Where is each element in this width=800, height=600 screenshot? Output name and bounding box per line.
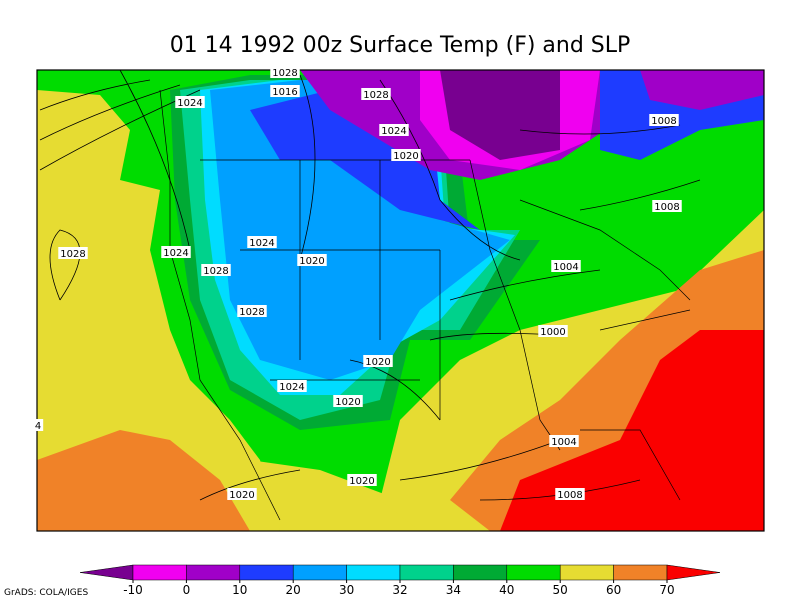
- map-frame: [36, 69, 765, 532]
- isobar-label: 1020: [229, 490, 254, 501]
- isobar-label: 1000: [540, 327, 565, 338]
- colorbar-tick-label: 30: [339, 583, 354, 597]
- isobar-label-box: [32, 419, 44, 431]
- isobar-label: 1024: [249, 238, 274, 249]
- field-dark-purple: [440, 70, 560, 160]
- isobar-label: 1028: [239, 307, 264, 318]
- isobar-label: 1028: [363, 90, 388, 101]
- isobar-label: 1016: [272, 87, 297, 98]
- isobar-label: 1024: [177, 98, 202, 109]
- isobar-label: 1024: [381, 126, 406, 137]
- isobar-label-box: [237, 305, 267, 317]
- isobar-label-box: [175, 96, 205, 108]
- colorbar-segment: [292, 564, 347, 581]
- isobar-label: 1028: [272, 68, 297, 79]
- colorbar-segment: [132, 564, 187, 581]
- isobar-label-box: [361, 88, 391, 100]
- isobar-label: 1020: [349, 476, 374, 487]
- isobar-label: 1020: [335, 397, 360, 408]
- field-purple-northeast: [640, 70, 764, 110]
- isobar-label-box: [277, 380, 307, 392]
- isobar-label-box: [551, 260, 581, 272]
- isobar-label-box: [549, 435, 579, 447]
- colorbar-tick-label: 40: [499, 583, 514, 597]
- colorbar-segment: [346, 564, 401, 581]
- colorbar-segment: [559, 564, 614, 581]
- colorbar-arrow-left: [79, 564, 134, 581]
- field-orange-southwest: [37, 430, 250, 531]
- colorbar-tick-label: 10: [232, 583, 247, 597]
- isobar-label-box: [333, 395, 363, 407]
- isobar-label-box: [347, 474, 377, 486]
- isobar-label-box: [247, 236, 277, 248]
- isobar-label-box: [363, 355, 393, 367]
- colorbar-tick-label: 50: [553, 583, 568, 597]
- isobar-label: 1008: [651, 116, 676, 127]
- colorbar-segment: [613, 564, 668, 581]
- isobar-label-box: [652, 200, 682, 212]
- isobar-label-box: [201, 264, 231, 276]
- title: 01 14 1992 00z Surface Temp (F) and SLP: [170, 33, 631, 58]
- isobar-label: 1008: [654, 202, 679, 213]
- isobar-label: 1024: [163, 248, 188, 259]
- isobar-label: 1004: [551, 437, 576, 448]
- colorbar-segment: [239, 564, 294, 581]
- isobar-label: 1020: [299, 256, 324, 267]
- isobar-label: 1008: [557, 490, 582, 501]
- isobar-label-box: [555, 488, 585, 500]
- colorbar-segment: [399, 564, 454, 581]
- temperature-field: [37, 70, 764, 531]
- colorbar-arrow-right: [666, 564, 721, 581]
- isobar-label: 1020: [365, 357, 390, 368]
- colorbar-tick-label: -10: [123, 583, 143, 597]
- isobar-label: 4: [35, 421, 41, 432]
- isobar-label-box: [649, 114, 679, 126]
- colorbar-tick-label: 20: [286, 583, 301, 597]
- isobar-label: 1024: [279, 382, 304, 393]
- isobar-label-box: [227, 488, 257, 500]
- colorbar-segment: [453, 564, 508, 581]
- isobar-label: 1028: [203, 266, 228, 277]
- colorbar-tick-label: 0: [183, 583, 191, 597]
- colorbar-tick-label: 60: [606, 583, 621, 597]
- field-red-southeast: [500, 330, 764, 531]
- colorbar-tick-label: 32: [392, 583, 407, 597]
- colorbar-segment: [186, 564, 241, 581]
- isobar-label: 1028: [60, 249, 85, 260]
- isobar-label-box: [270, 66, 300, 78]
- isobar-label-box: [391, 149, 421, 161]
- isobar-label: 1004: [553, 262, 578, 273]
- isobar-label-box: [58, 247, 88, 259]
- isobar-label-box: [297, 254, 327, 266]
- isobar-label-box: [538, 325, 568, 337]
- field-yellow-west: [37, 90, 280, 531]
- field-yellow-mexico: [250, 460, 420, 531]
- isobar-label: 1020: [393, 151, 418, 162]
- colorbar-tick-label: 34: [446, 583, 461, 597]
- colorbar-segment: [506, 564, 561, 581]
- isobar-label-box: [270, 85, 300, 97]
- isobar-label-box: [379, 124, 409, 136]
- colorbar-tick-label: 70: [659, 583, 674, 597]
- credit: GrADS: COLA/IGES: [4, 588, 88, 598]
- isobar-label-box: [161, 246, 191, 258]
